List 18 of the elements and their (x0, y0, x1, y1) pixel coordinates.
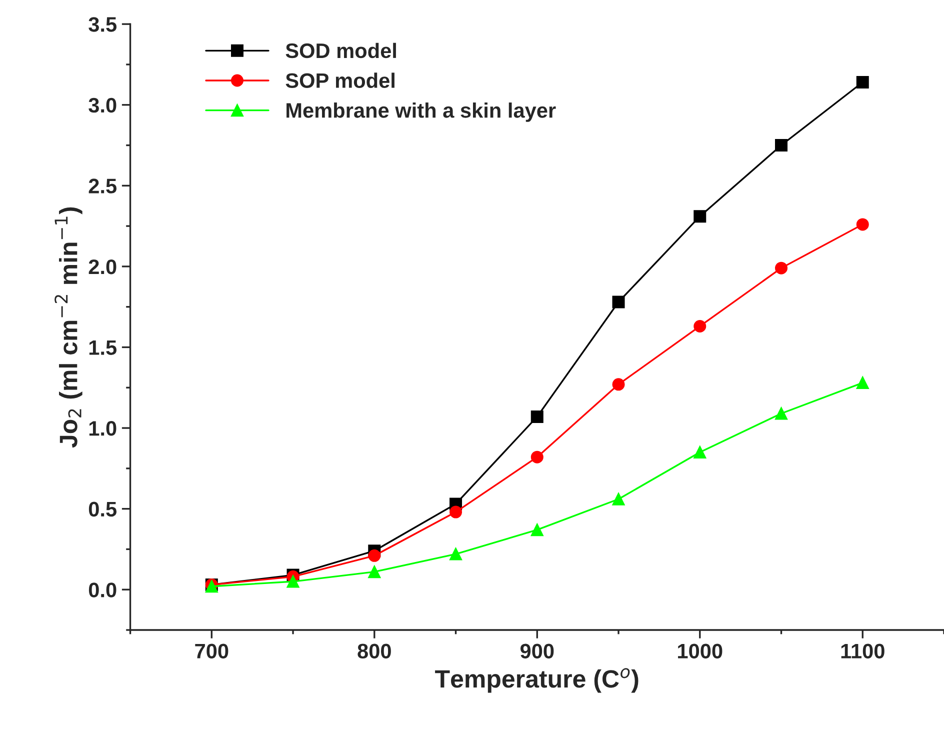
x-tick-label: 900 (520, 644, 554, 658)
y-axis-title: Jo$_{2}$ (ml cm$^{−2}$ min$^{−1}$) (54, 207, 82, 448)
x-tick-label: 800 (358, 644, 391, 658)
y-tick-label: 2.5 (88, 178, 116, 194)
x-tick-label: 1100 (841, 644, 884, 658)
y-tick-label: 1.0 (89, 421, 116, 436)
y-tick-label: 0.0 (88, 582, 116, 598)
y-tick-label: 2.0 (88, 259, 116, 274)
x-tick-label: 700 (195, 644, 228, 658)
x-tick-label: 1000 (678, 644, 722, 658)
y-tick-label: 0.5 (88, 502, 116, 517)
legend-label: SOD model (286, 42, 396, 58)
legend-label: SOP model (286, 72, 394, 88)
legend-label: Membrane with a skin layer (286, 102, 556, 122)
y-tick-label: 3.0 (88, 98, 116, 113)
y-tick-label: 1.5 (89, 340, 116, 355)
x-axis-title: Temperature (C$^{o}$) (435, 668, 638, 693)
y-tick-label: 3.5 (88, 17, 116, 32)
